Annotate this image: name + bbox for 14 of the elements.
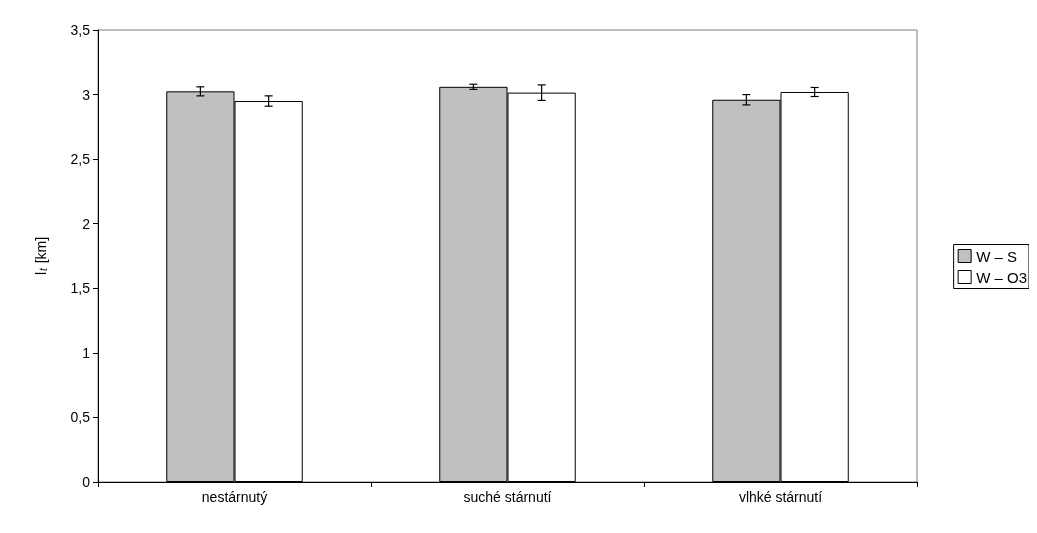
legend-label: W – S (976, 247, 1017, 265)
y-tick-label: 2,5 (70, 151, 91, 168)
x-tick-label: nestárnutý (201, 489, 268, 505)
y-tick-label: 1 (82, 344, 91, 361)
legend-label: W – O3 (976, 268, 1028, 286)
y-tick-label: 3 (82, 86, 91, 103)
y-tick-label: 0,5 (70, 409, 91, 426)
y-tick-label: 2 (82, 215, 91, 232)
y-tick-label: 3,5 (70, 22, 91, 38)
y-tick-label: 0 (82, 474, 91, 490)
y-tick-label: 1,5 (70, 280, 91, 297)
y-axis-title: lt [km] (33, 236, 49, 276)
x-tick-label: suché stárnutí (463, 489, 552, 505)
x-tick-label: vlhké stárnutí (738, 489, 823, 505)
